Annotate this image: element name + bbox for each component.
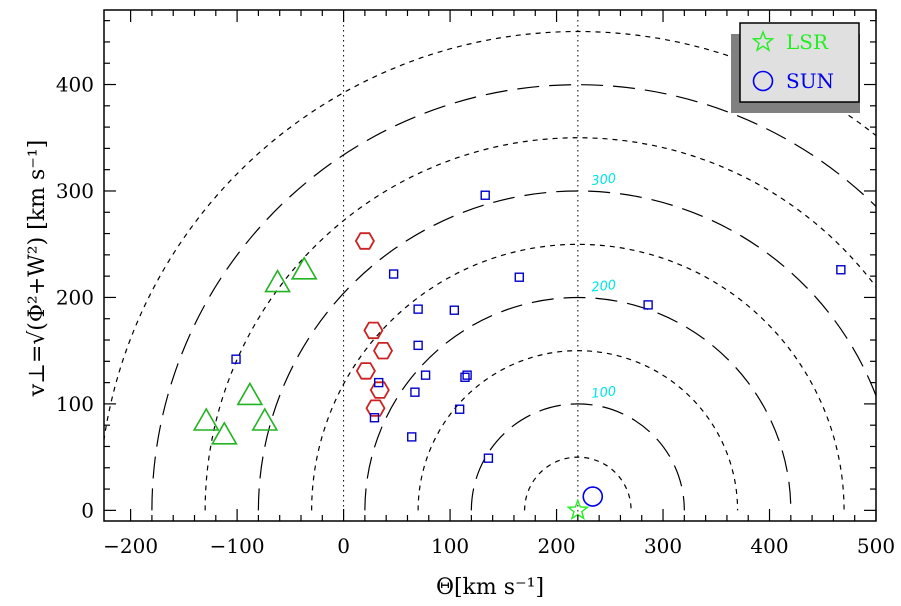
contour-ring	[204, 137, 876, 511]
star-icon	[751, 30, 775, 52]
square-marker	[407, 432, 417, 442]
triangle-marker	[210, 421, 238, 445]
hexagon-marker	[372, 341, 394, 360]
hexagon-marker	[354, 232, 375, 250]
square-marker	[231, 354, 241, 364]
y-tick-label: 100	[56, 392, 94, 416]
series-square	[231, 190, 846, 463]
legend-label: SUN	[786, 69, 834, 93]
data-series	[192, 190, 846, 521]
x-tick-label: 0	[337, 534, 350, 558]
reference-lines	[343, 10, 579, 521]
contour-ring	[311, 243, 845, 511]
legend-label: LSR	[786, 30, 829, 54]
square-marker	[449, 305, 460, 315]
circle-marker	[582, 486, 604, 507]
triangle-marker	[236, 381, 264, 406]
contour-label: 300	[591, 171, 617, 189]
square-marker	[514, 272, 524, 282]
hexagon-marker	[365, 399, 386, 417]
contour-labels: 100 200 300	[591, 171, 617, 401]
x-tick-label: 500	[857, 534, 895, 558]
y-axis-title: v⊥=√(Φ²+W²) [km s⁻¹]	[25, 140, 50, 398]
x-tick-label: 200	[537, 534, 575, 558]
square-marker	[420, 370, 431, 380]
contour-ring	[151, 83, 876, 511]
x-tick-label: −100	[210, 534, 265, 558]
square-marker	[643, 300, 653, 310]
square-marker	[369, 413, 380, 423]
series-hexagon	[354, 232, 394, 417]
triangle-marker	[264, 268, 291, 293]
hexagon-marker	[369, 381, 390, 399]
square-marker	[388, 269, 399, 279]
plot-frame	[103, 9, 877, 522]
triangle-marker	[192, 407, 220, 431]
hexagon-marker	[355, 362, 376, 380]
circle-icon	[752, 70, 774, 92]
y-tick-label: 0	[81, 498, 94, 522]
axis-ticks	[104, 10, 877, 521]
y-tick-label: 300	[56, 179, 94, 203]
triangle-marker	[290, 256, 318, 280]
square-marker	[410, 387, 420, 397]
y-tick-label: 200	[56, 285, 94, 309]
series-star	[566, 498, 590, 521]
square-marker	[413, 304, 423, 314]
legend: LSR SUN	[731, 22, 860, 113]
legend-box	[739, 22, 860, 103]
y-tick-label: 400	[56, 73, 94, 97]
series-triangle	[192, 256, 318, 445]
x-axis-title: Θ[km s⁻¹]	[436, 575, 544, 600]
axis-tick-labels: −200 −100 0 100 200 300 400 500 0 100 200 300 400	[56, 73, 895, 558]
square-marker	[460, 372, 470, 382]
hexagon-marker	[363, 321, 384, 340]
square-marker	[462, 370, 472, 380]
x-tick-label: 400	[750, 534, 788, 558]
contour-ring	[524, 456, 632, 511]
square-marker	[480, 190, 490, 200]
square-marker	[454, 404, 465, 414]
contour-label: 100	[591, 384, 617, 402]
contour-ring	[364, 297, 792, 511]
contour-label: 200	[591, 278, 617, 296]
x-tick-label: 100	[431, 534, 469, 558]
triangle-marker	[251, 407, 279, 431]
square-marker	[483, 453, 494, 463]
square-marker	[374, 377, 384, 388]
square-marker	[413, 340, 423, 351]
series-circle	[582, 486, 604, 507]
star-marker	[566, 498, 590, 521]
x-tick-label: −200	[103, 534, 158, 558]
square-marker	[836, 265, 846, 275]
x-tick-label: 300	[644, 534, 682, 558]
contour-ring	[470, 403, 685, 511]
